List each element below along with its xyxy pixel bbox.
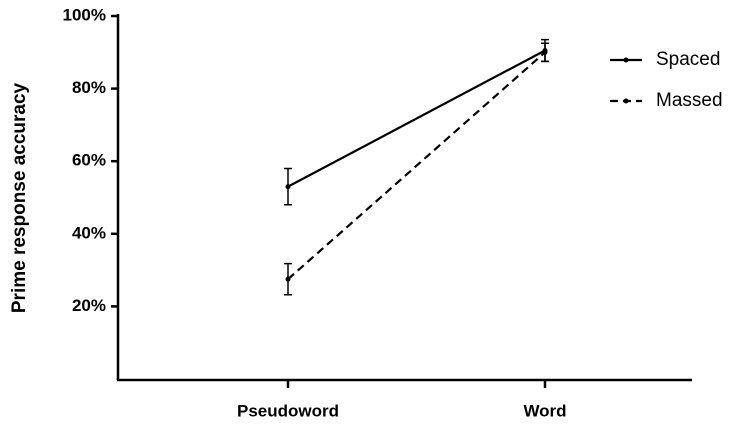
series-line — [287, 49, 546, 188]
legend-label: Spaced — [656, 49, 720, 70]
legend-point — [623, 57, 629, 63]
y-tick-label: 100% — [63, 5, 106, 24]
y-tick-label: 80% — [72, 78, 106, 97]
y-tick-label: 40% — [72, 223, 106, 242]
point — [285, 184, 291, 190]
y-tick-label: 60% — [72, 151, 106, 170]
y-axis-label: Prime response accuracy — [9, 82, 30, 313]
point — [285, 276, 291, 282]
y-tick-label: 20% — [72, 296, 106, 315]
series-line — [287, 51, 546, 280]
x-tick-label: Word — [523, 401, 566, 420]
legend-label: Massed — [656, 90, 723, 111]
x-tick-label: Pseudoword — [237, 401, 339, 420]
legend-point — [623, 98, 629, 104]
point — [542, 49, 548, 55]
